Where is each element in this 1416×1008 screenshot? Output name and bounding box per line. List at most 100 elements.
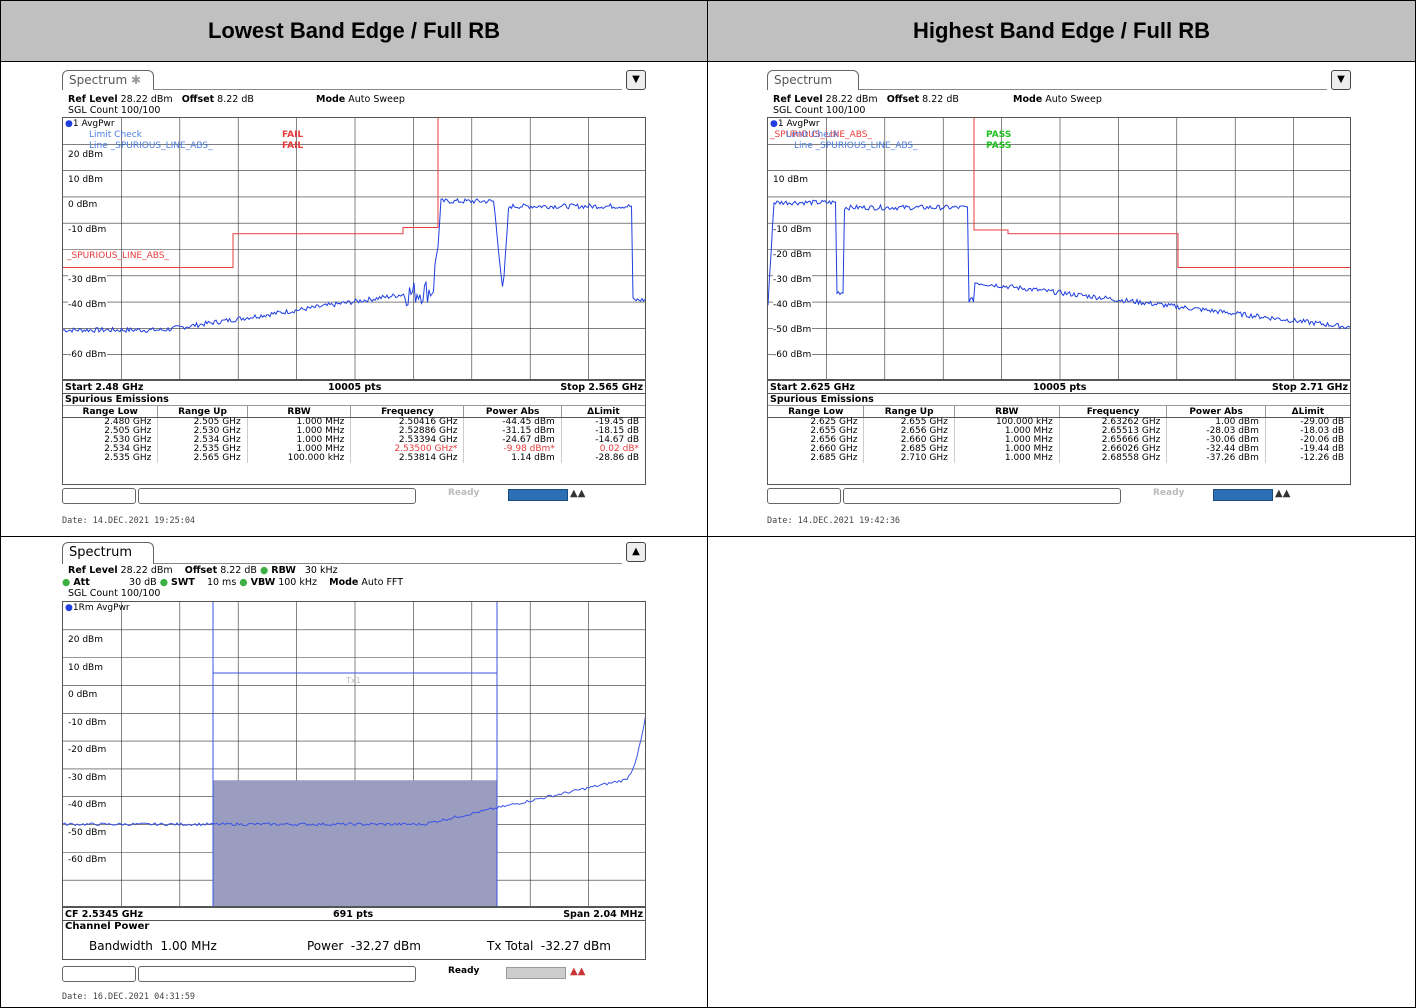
limit-result-2: FAIL [282, 141, 304, 151]
sgl-count: SGL Count 100/100 [68, 588, 161, 599]
table-cell: 1.000 MHz [246, 417, 351, 427]
ref-level: Ref Level 28.22 dBm Offset 8.22 dB ● RBW… [68, 565, 338, 576]
spurious-results: Range Low Range Up RBW Frequency Power Abs ΔL… [768, 406, 1350, 463]
column-header: RBW [246, 406, 351, 418]
y-tick: 10 dBm [773, 175, 809, 185]
status-field-1[interactable] [767, 488, 841, 504]
spectrum-plot[interactable]: ●1 AvgPwr Limit Check Line _SPURIOUS_LIN… [62, 117, 646, 380]
table-cell: 2.534 GHz [157, 436, 248, 445]
cp-power: Power -32.27 dBm [307, 939, 421, 953]
table-cell: 2.656 GHz [810, 435, 858, 445]
rs-logo-icon: ▲▲ [570, 488, 586, 499]
trace-label: ●1 AvgPwr [770, 119, 820, 129]
limit-line [63, 118, 439, 268]
status-field-2[interactable] [138, 488, 416, 504]
table-cell: 1.000 MHz [246, 445, 351, 454]
table-cell: 2.655 GHz [810, 426, 858, 436]
table-cell: -14.67 dB [560, 436, 645, 445]
column-header: RBW [953, 406, 1060, 418]
points: 691 pts [333, 909, 374, 920]
table-cell: -20.06 dB [1264, 436, 1350, 445]
tab-label: Spectrum [69, 545, 132, 560]
y-tick: 10 dBm [68, 175, 104, 185]
table-cell: 2.66026 GHz [1058, 445, 1167, 454]
table-cell: 2.530 GHz [157, 427, 248, 436]
tab-baseline [859, 89, 1327, 90]
table-cell: 2.660 GHz [810, 444, 858, 454]
sweep-progress [506, 967, 566, 979]
spectrum-trace [768, 199, 1350, 330]
table-cell: 1.14 dBm [463, 454, 562, 463]
table-header: Range Low Range Up RBW Frequency Power Abs ΔL… [768, 406, 1350, 418]
status-bar: Ready ▲▲ [767, 486, 1351, 504]
settings-toggle-icon[interactable]: ▼ [1331, 70, 1351, 90]
pin-icon: ✱ [130, 73, 142, 87]
table-cell: 2.625 GHz [810, 417, 858, 427]
table-cell: 0.02 dB* [560, 445, 645, 454]
table-cell: 2.710 GHz [863, 454, 955, 463]
spectrum-plot[interactable]: ●1 AvgPwr _SPURIOUS_LINE_ABS_ Limit Chec… [767, 117, 1351, 380]
channel-power-panel: Spectrum ▲ Ref Level 28.22 dBm Offset 8.… [62, 542, 646, 1004]
sweep-mode: Mode Auto Sweep [1013, 94, 1102, 105]
start-freq: Start 2.625 GHz [770, 382, 855, 393]
table-cell: 1.000 MHz [953, 454, 1060, 463]
spectrum-tab[interactable]: Spectrum ✱ [62, 70, 154, 90]
column-header: Range Up [863, 406, 955, 418]
spurious-results: Range Low Range Up RBW Frequency Power Abs ΔL… [63, 406, 645, 463]
spurious-title: Spurious Emissions [63, 394, 645, 406]
y-tick: -10 dBm [68, 225, 108, 235]
settings-toggle-icon[interactable]: ▼ [626, 70, 646, 90]
table-row: 2.660 GHz 2.685 GHz 1.000 MHz 2.66026 GHz -3… [768, 445, 1350, 454]
y-tick: 20 dBm [68, 150, 104, 160]
table-cell: -30.06 dBm [1166, 436, 1266, 445]
status-field-1[interactable] [62, 488, 136, 504]
y-tick: -30 dBm [773, 275, 813, 285]
column-header: Range Low [63, 406, 158, 418]
channel-fill [213, 780, 497, 906]
table-cell: 2.53394 GHz [350, 436, 464, 445]
row-divider-right [707, 536, 1416, 537]
spectrum-panel-lowest: Spectrum ✱ ▼ Ref Level 28.22 dBm Offset … [62, 70, 646, 530]
table-cell: 1.000 MHz [953, 445, 1060, 454]
table-cell: -28.03 dBm [1166, 427, 1266, 436]
settings-toggle-icon[interactable]: ▲ [626, 542, 646, 562]
spectrum-tab[interactable]: Spectrum [62, 542, 154, 564]
rs-logo-icon: ▲▲ [570, 966, 586, 977]
table-cell: 100.000 kHz [246, 454, 351, 463]
start-freq: Start 2.48 GHz [65, 382, 144, 393]
points: 10005 pts [328, 382, 382, 393]
table-row: 2.480 GHz 2.505 GHz 1.000 MHz 2.50416 GHz -4… [63, 417, 645, 427]
table-cell: 2.50416 GHz [350, 417, 464, 427]
table-cell: 1.000 MHz [246, 436, 351, 445]
tab-baseline [154, 89, 622, 90]
column-header: Frequency [1058, 406, 1167, 418]
status-field-2[interactable] [138, 966, 416, 982]
spectrum-tab[interactable]: Spectrum [767, 70, 859, 90]
table-cell: 2.535 GHz [157, 445, 248, 454]
y-tick: -20 dBm [773, 250, 813, 260]
table-cell: 2.505 GHz [104, 426, 152, 436]
status-field-1[interactable] [62, 966, 136, 982]
status-bar: Ready ▲▲ [62, 964, 646, 982]
channel-power-plot[interactable]: ●1Rm AvgPwr Tx1 20 dBm 10 dBm 0 dBm -10 … [62, 601, 646, 907]
status-field-2[interactable] [843, 488, 1121, 504]
limit-result-2: PASS [986, 141, 1012, 151]
table-cell: 2.660 GHz [863, 436, 955, 445]
table-cell: -37.26 dBm [1166, 454, 1266, 463]
y-tick: 10 dBm [68, 663, 104, 673]
spurious-title: Spurious Emissions [768, 394, 1350, 406]
power-trace [63, 716, 645, 827]
table-cell: -9.98 dBm* [463, 445, 562, 454]
column-header: Power Abs [1166, 406, 1266, 418]
limit-check-label: Limit Check [786, 130, 839, 140]
cp-title: Channel Power [65, 921, 150, 932]
header-lowest: Lowest Band Edge / Full RB [0, 0, 708, 62]
table-cell: 2.534 GHz [104, 444, 152, 454]
y-tick: -40 dBm [773, 300, 813, 310]
table-row: 2.655 GHz 2.656 GHz 1.000 MHz 2.65513 GHz -2… [768, 427, 1350, 436]
row-divider-left [0, 536, 708, 537]
stop-freq: Stop 2.565 GHz [560, 382, 643, 393]
table-cell: -12.26 dB [1264, 454, 1350, 463]
table-cell: 2.505 GHz [157, 417, 248, 427]
y-tick: -50 dBm [773, 325, 813, 335]
